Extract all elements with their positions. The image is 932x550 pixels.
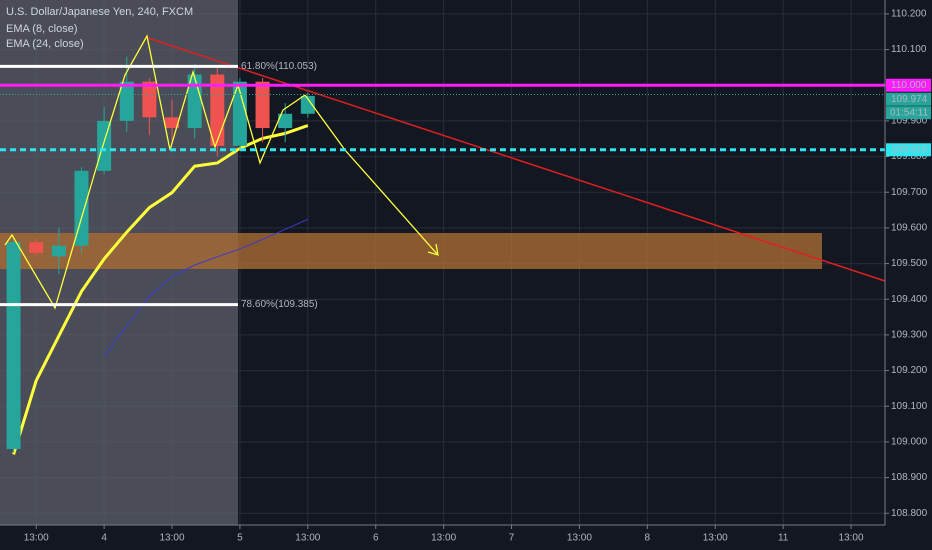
levels: 61.80%(110.053) 78.60%(109.385) xyxy=(0,61,885,310)
chart-title: U.S. Dollar/Japanese Yen, 240, FXCM xyxy=(6,6,193,18)
price-level-label: 109.819 xyxy=(891,144,928,155)
y-tick-label: 109.100 xyxy=(891,401,928,412)
x-tick-label: 13:00 xyxy=(24,533,49,544)
price-level-label: 109.974 xyxy=(891,94,928,105)
candle-body xyxy=(6,242,21,450)
candles xyxy=(6,56,315,453)
countdown-label: 01:54:11 xyxy=(890,107,929,118)
candle-body xyxy=(278,113,293,129)
x-tick-label: 13:00 xyxy=(431,533,456,544)
x-tick-label: 8 xyxy=(645,533,651,544)
candle-body xyxy=(210,74,225,146)
price-level-tag xyxy=(886,143,931,157)
price-level-tag xyxy=(886,78,931,92)
candle-body xyxy=(97,120,112,171)
x-tick-label: 7 xyxy=(509,533,515,544)
y-tick-label: 109.700 xyxy=(891,187,928,198)
candle-body xyxy=(300,95,315,114)
candle-body xyxy=(74,170,89,246)
x-tick-label: 13:00 xyxy=(295,533,320,544)
x-tick-label: 13:00 xyxy=(703,533,728,544)
arrow-head xyxy=(427,243,439,256)
x-tick-label: 4 xyxy=(101,533,107,544)
legend-entry: EMA (24, close) xyxy=(6,38,84,50)
x-tick-label: 11 xyxy=(778,533,789,544)
candle-body xyxy=(119,81,134,121)
y-tick-label: 109.800 xyxy=(891,151,928,162)
x-tick-label: 13:00 xyxy=(839,533,864,544)
y-tick-label: 109.900 xyxy=(891,116,928,127)
y-tick-label: 109.300 xyxy=(891,330,928,341)
y-tick-label: 109.600 xyxy=(891,223,928,234)
candle-body xyxy=(165,117,180,129)
y-tick-label: 109.000 xyxy=(891,437,928,448)
ema-line xyxy=(103,218,309,356)
legend-entry: EMA (8, close) xyxy=(6,23,78,35)
x-tick-label: 6 xyxy=(373,533,379,544)
fib-label: 78.60%(109.385) xyxy=(241,299,318,310)
candle-body xyxy=(255,81,270,129)
y-tick-label: 109.400 xyxy=(891,294,928,305)
y-tick-label: 108.800 xyxy=(891,508,928,519)
ema-line xyxy=(12,124,309,455)
candle-body xyxy=(232,81,247,146)
x-tick-label: 5 xyxy=(237,533,243,544)
y-tick-label: 108.900 xyxy=(891,472,928,483)
indicators xyxy=(12,124,309,455)
y-tick-label: 109.500 xyxy=(891,258,928,269)
candle-body xyxy=(51,245,66,257)
y-tick-label: 109.200 xyxy=(891,365,928,376)
price-level-tag xyxy=(886,92,931,106)
y-tick-label: 110.100 xyxy=(891,44,927,55)
x-tick-label: 13:00 xyxy=(160,533,185,544)
candle-body xyxy=(142,81,157,118)
countdown-tag xyxy=(886,106,931,120)
x-tick-label: 13:00 xyxy=(567,533,592,544)
price-level-label: 110.000 xyxy=(891,80,927,91)
axis-labels: 108.800 108.900 109.000 109.100 109.200 109.3… xyxy=(24,9,931,544)
fib-label: 61.80%(110.053) xyxy=(241,61,317,72)
candle-body xyxy=(29,242,44,253)
trend-line xyxy=(144,36,886,282)
time-axis xyxy=(0,525,932,550)
zone-rectangle xyxy=(0,233,822,269)
y-tick-label: 110.200 xyxy=(891,9,927,20)
